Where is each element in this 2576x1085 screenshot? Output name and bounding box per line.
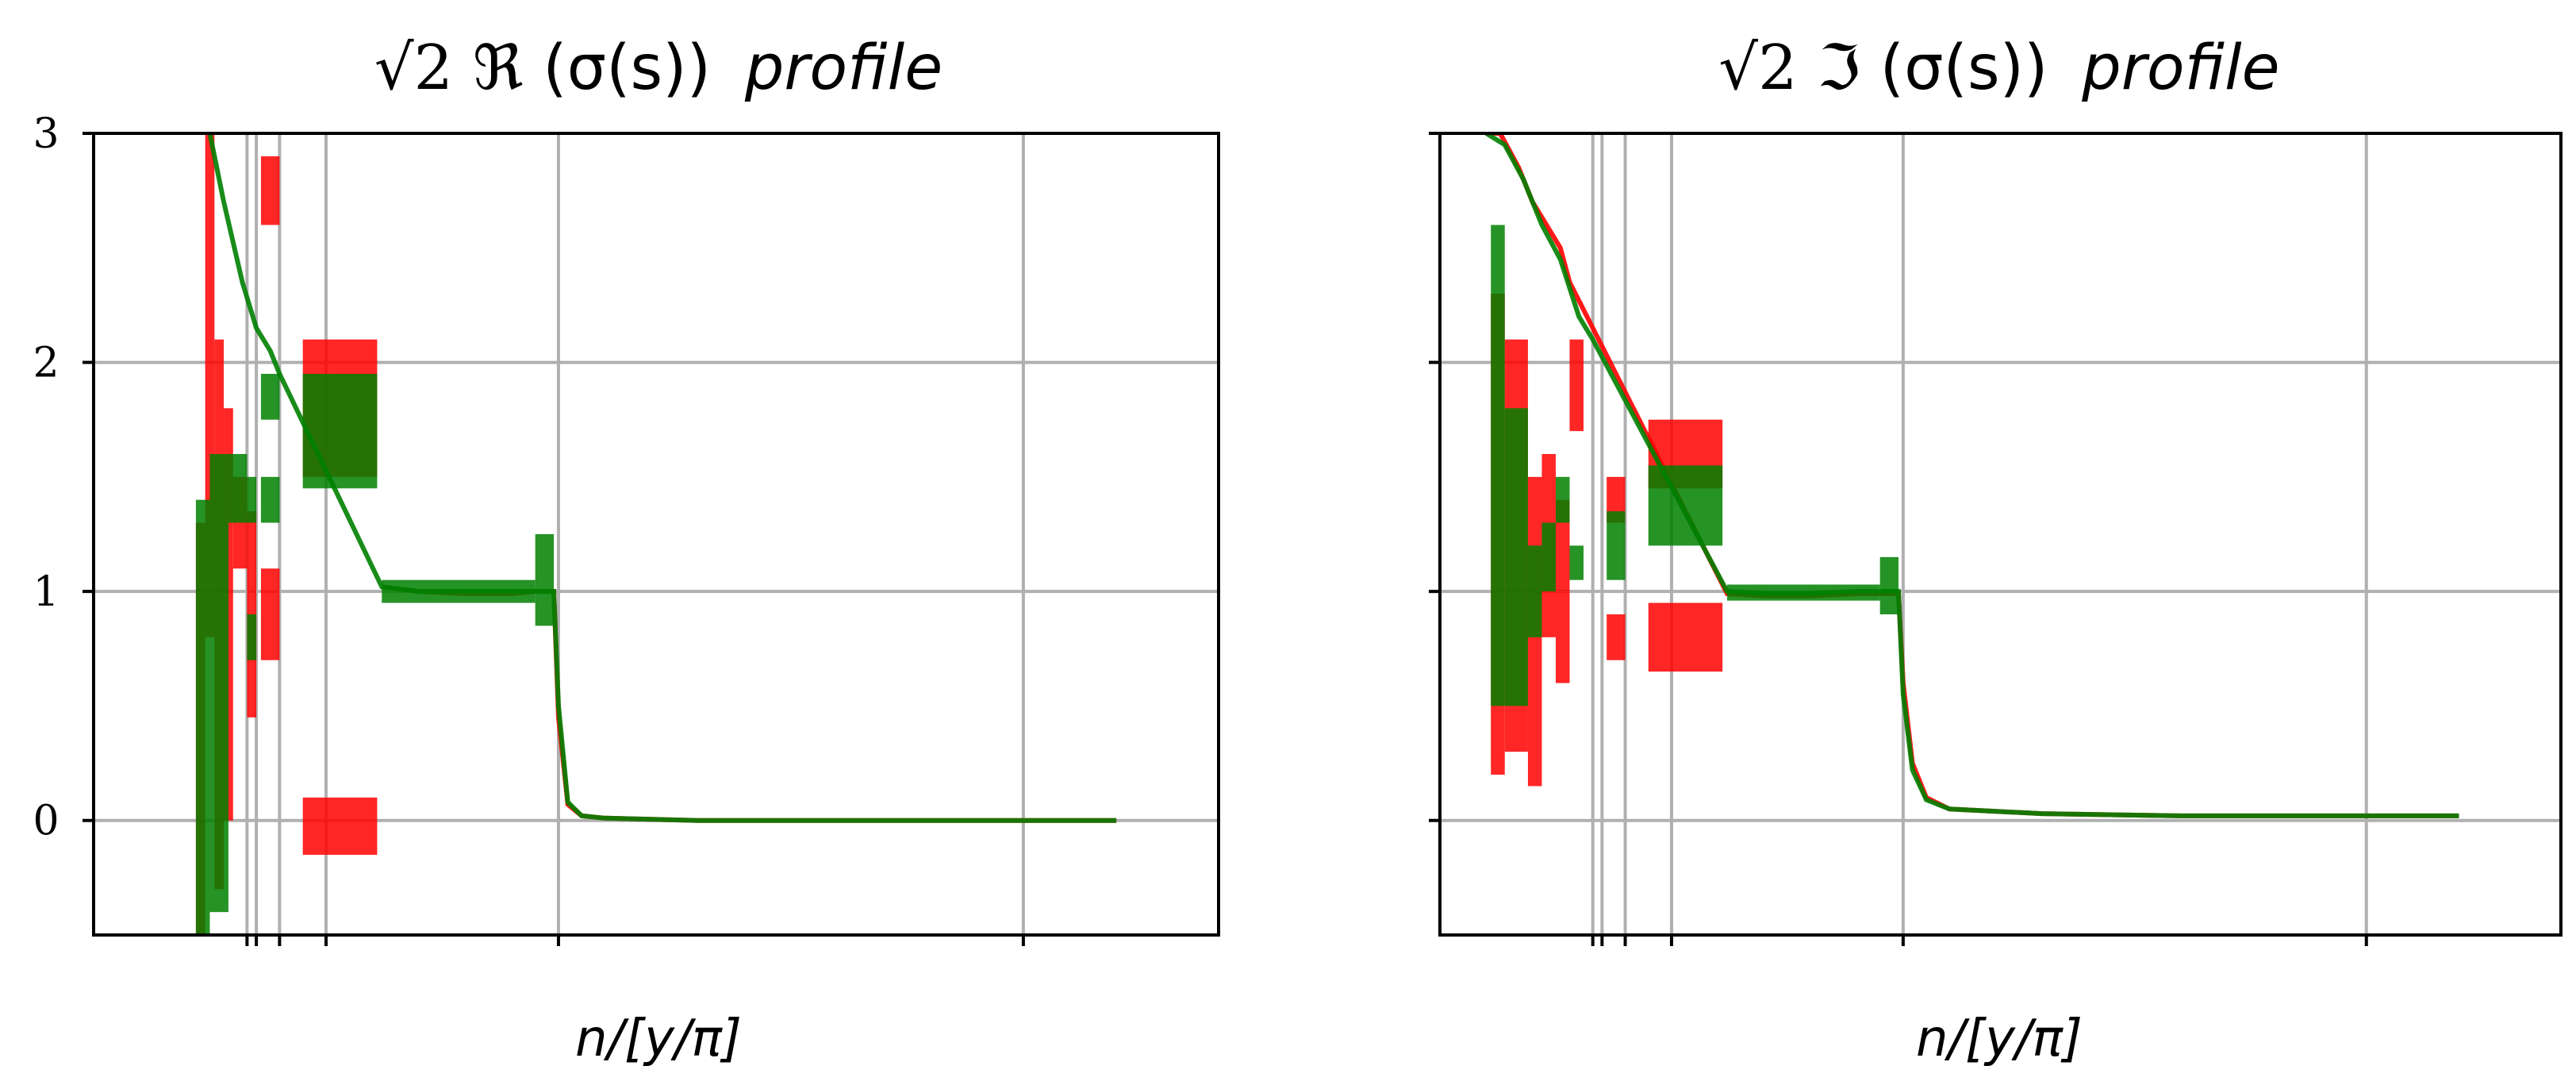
panel-imag-series1-band-3 bbox=[1541, 522, 1556, 592]
panel-imag-series1-band-9 bbox=[1879, 556, 1899, 614]
panel-real-series1-band-3 bbox=[247, 614, 257, 660]
panel-real-series1-band-9 bbox=[535, 534, 555, 626]
panel-imag-series1-line bbox=[1484, 133, 2459, 818]
panel-imag-series1-band-6 bbox=[1607, 511, 1626, 580]
panel-imag-title-args: (σ(s)) bbox=[1880, 33, 2048, 104]
panel-real-series1-line bbox=[207, 133, 1117, 823]
panel-imag-data bbox=[1484, 133, 2459, 818]
panel-real-plot-area: 0 1 2 3 bbox=[33, 110, 1220, 946]
panel-imag-series0-line bbox=[1486, 133, 2459, 818]
panel-imag-title-prefix: √2 bbox=[1718, 33, 1797, 104]
panel-imag-series1-band-5 bbox=[1569, 545, 1584, 580]
panel-imag-xlabel: n/[y/π] bbox=[1916, 1010, 2083, 1068]
panel-real-series1-band-1 bbox=[209, 454, 228, 913]
panel-imag-title-suffix: profile bbox=[2081, 33, 2279, 104]
panel-real-ytick-label-0: 0 bbox=[33, 798, 59, 845]
panel-real-axes-frame bbox=[92, 132, 1220, 937]
panel-real-series1-band-6 bbox=[260, 374, 280, 420]
panel-real-title-args: (σ(s)) bbox=[543, 33, 711, 104]
panel-real-series1-band-2 bbox=[228, 454, 248, 523]
panel-real-xlabel: n/[y/π] bbox=[575, 1010, 742, 1068]
panel-imag-series1-band-2 bbox=[1527, 545, 1542, 637]
panel-imag: √2 ℑ (σ(s)) profile n/[y/π] bbox=[1429, 33, 2563, 1068]
panel-imag-series0-band-4 bbox=[1555, 591, 1570, 683]
panel-imag-plot-area bbox=[1429, 132, 2563, 946]
panel-real-series0-band-7 bbox=[260, 156, 280, 225]
panel-imag-axes-frame bbox=[1438, 132, 2563, 937]
panel-imag-series0-band-7 bbox=[1607, 614, 1626, 660]
panel-imag-series1-band-1 bbox=[1504, 408, 1528, 706]
panel-real-series0-band-1 bbox=[205, 133, 215, 637]
panel-imag-title-symbol: ℑ bbox=[1817, 33, 1860, 104]
panel-real-title: √2 ℜ (σ(s)) profile bbox=[374, 33, 942, 104]
panel-imag-series0-band-6 bbox=[1569, 339, 1584, 432]
panel-imag-series0-band-8 bbox=[1607, 476, 1626, 523]
panel-imag-series1-band-0 bbox=[1491, 225, 1505, 706]
panel-real-title-suffix: profile bbox=[744, 33, 942, 104]
panel-real-series1-band-0 bbox=[195, 499, 210, 935]
panel-real-title-symbol: ℜ bbox=[473, 33, 524, 104]
panel-real-series1-band-4 bbox=[247, 476, 257, 523]
panel-imag-series1-band-4 bbox=[1555, 476, 1570, 523]
panel-real: √2 ℜ (σ(s)) profile 0 1 2 3 n/[y/π] bbox=[33, 33, 1220, 1068]
panel-real-series1-band-5 bbox=[260, 476, 280, 523]
panel-real-ytick-label-3: 3 bbox=[33, 110, 59, 158]
panel-real-title-prefix: √2 bbox=[374, 33, 453, 104]
panel-imag-series1-band-7 bbox=[1648, 465, 1723, 546]
panel-real-data bbox=[195, 133, 1117, 935]
panel-real-series0-line bbox=[381, 584, 1117, 823]
panel-real-series0-band-8 bbox=[302, 797, 378, 855]
panel-imag-title: √2 ℑ (σ(s)) profile bbox=[1718, 33, 2279, 104]
panel-real-series0-band-6 bbox=[260, 568, 280, 660]
panel-real-ytick-label-2: 2 bbox=[33, 340, 59, 387]
panel-real-ytick-label-1: 1 bbox=[33, 568, 59, 616]
panel-real-series1-band-7 bbox=[302, 374, 378, 489]
panel-imag-series0-band-9 bbox=[1648, 602, 1723, 672]
